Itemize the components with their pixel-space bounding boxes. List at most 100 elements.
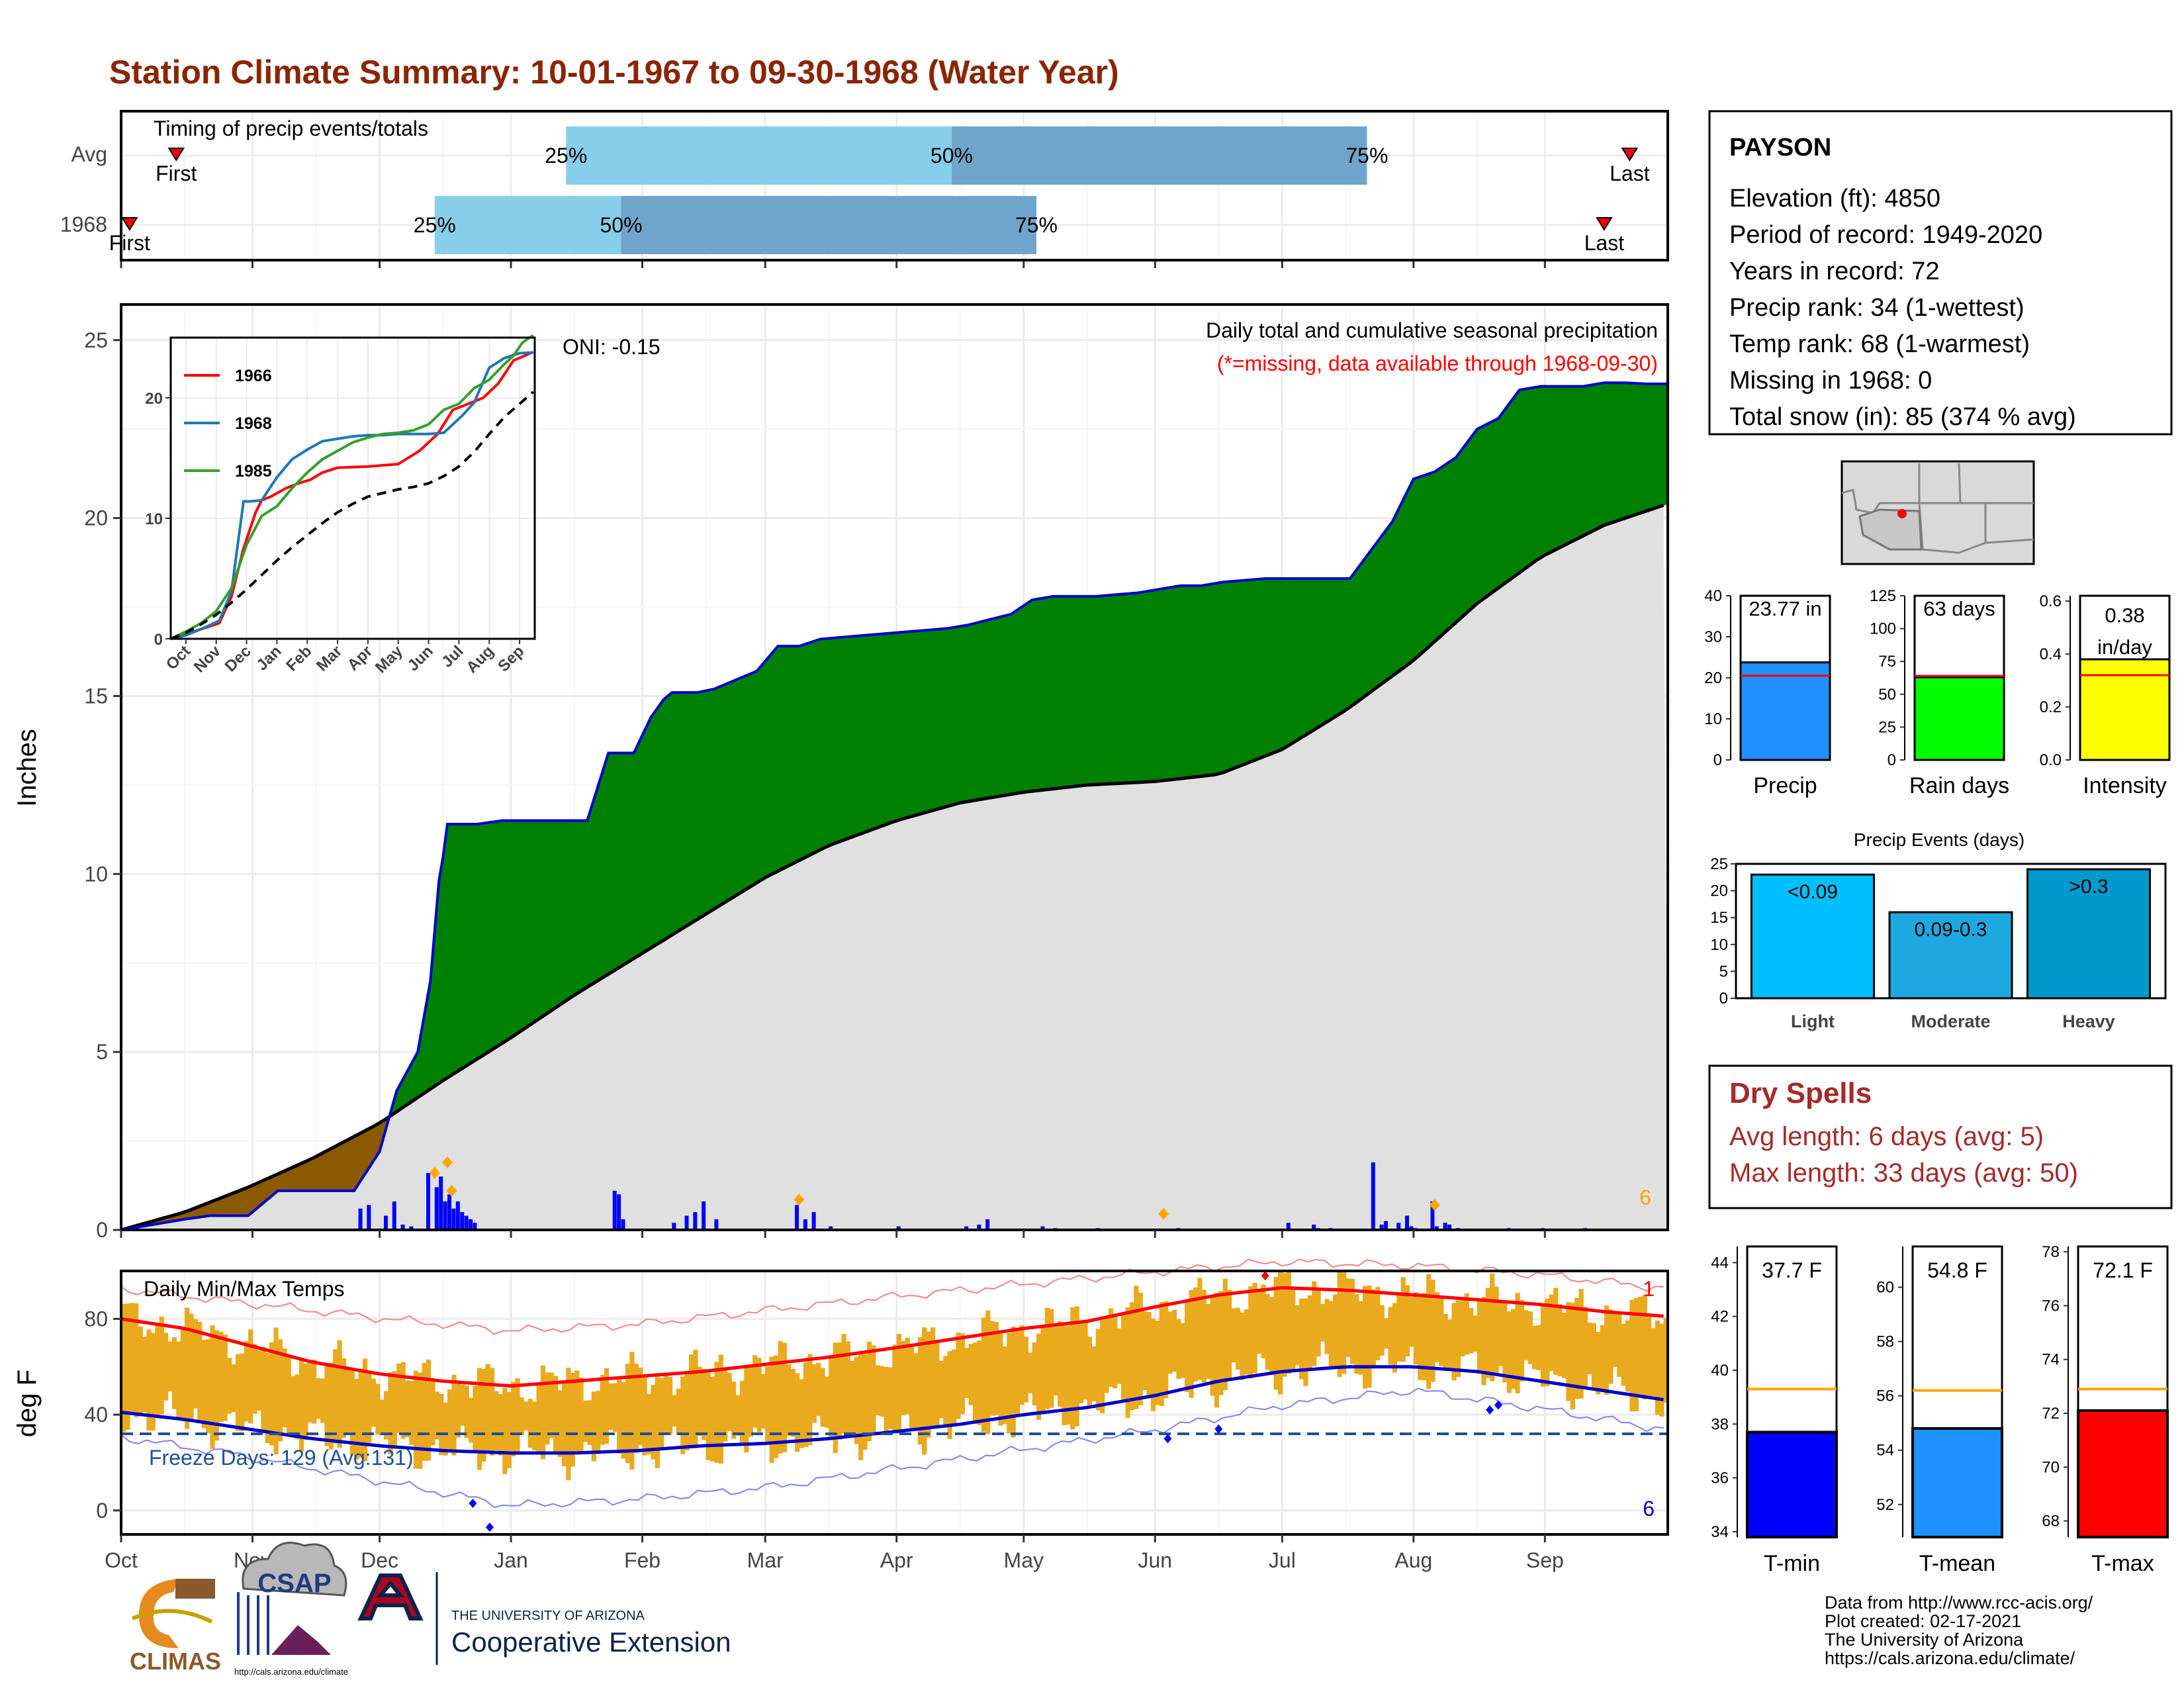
- csap-text: CSAP: [257, 1569, 331, 1598]
- temp-bar-tick-label: 68: [2042, 1513, 2060, 1530]
- month-tick-label: Feb: [624, 1548, 660, 1572]
- timing-bar-lower: [434, 196, 621, 254]
- timing-p75-label: 75%: [1345, 144, 1388, 167]
- events-bar-value-label: 0.09-0.3: [1914, 919, 1987, 941]
- mini-bar-tick-label: 0.4: [2040, 645, 2062, 663]
- dry-spells-avg: Avg length: 6 days (avg: 5): [1729, 1122, 2044, 1151]
- month-tick-label: May: [1004, 1548, 1044, 1572]
- station-info-line: Missing in 1968: 0: [1729, 367, 1932, 395]
- daily-precip-bar: [443, 1201, 447, 1230]
- dry-spells-max: Max length: 33 days (avg: 50): [1729, 1158, 2078, 1188]
- mini-bar-value-label: 63 days: [1923, 597, 1995, 620]
- temp-frame: [120, 1270, 1669, 1536]
- temp-record-marker: [1214, 1424, 1223, 1434]
- timing-bar-lower: [566, 126, 952, 185]
- daily-precip-bar: [803, 1219, 807, 1230]
- daily-precip-bar: [693, 1212, 698, 1230]
- timing-bar-upper: [621, 196, 1036, 254]
- mini-bar-tick-label: 25: [1878, 718, 1896, 736]
- daily-precip-bar: [383, 1215, 388, 1230]
- snow-marker: [1429, 1199, 1440, 1211]
- temp-bar-label: T-max: [2091, 1551, 2154, 1576]
- timing-first-marker: [167, 148, 185, 162]
- page-title: Station Climate Summary: 10-01-1967 to 0…: [109, 54, 1119, 91]
- station-info-box: PAYSON Elevation (ft): 4850 Period of rec…: [1708, 110, 2173, 436]
- mini-bar-tick-label: 20: [1704, 669, 1722, 687]
- inset-legend-label: 1968: [235, 414, 272, 433]
- snow-marker: [446, 1184, 457, 1197]
- temp-bottom-count: 6: [1643, 1497, 1655, 1521]
- events-bar-label: Heavy: [2062, 1011, 2115, 1031]
- events-tick-label: 20: [1710, 882, 1728, 900]
- temp-bar-value-label: 54.8 F: [1927, 1258, 1987, 1282]
- daily-precip-bar: [439, 1176, 443, 1230]
- temp-bar-tick-label: 54: [1876, 1442, 1894, 1460]
- events-tick-label: 0: [1719, 990, 1728, 1008]
- temp-bar-label: T-mean: [1919, 1551, 1995, 1576]
- daily-precip-bar: [460, 1212, 465, 1230]
- events-bar-light: [1751, 873, 1875, 1000]
- temp-ytick-label: 80: [84, 1307, 108, 1331]
- mini-bar-tick-label: 0.6: [2040, 592, 2062, 610]
- daily-precip-bar: [811, 1212, 816, 1230]
- footer-credits: Data from http://www.rcc-acis.org/ Plot …: [1825, 1593, 2093, 1668]
- daily-precip-bar: [1430, 1201, 1435, 1230]
- snow-marker: [429, 1166, 440, 1179]
- mini-bar-value-label: 23.77 in: [1749, 597, 1821, 620]
- footer-line-4: https://cals.arizona.edu/climate/: [1825, 1648, 2075, 1668]
- temp-record-marker: [1261, 1271, 1269, 1281]
- daily-precip-bar: [451, 1208, 456, 1230]
- temp-bar-tick-label: 60: [1876, 1279, 1894, 1297]
- dry-spells-title: Dry Spells: [1729, 1077, 1872, 1109]
- oni-label: ONI: -0.15: [563, 335, 660, 359]
- station-info-line: Elevation (ft): 4850: [1729, 185, 1940, 212]
- footer-line-1: Data from http://www.rcc-acis.org/: [1825, 1593, 2093, 1613]
- precip-ytick-label: 10: [84, 862, 108, 886]
- daily-precip-bar: [829, 1226, 833, 1230]
- inset-ytick-label: 0: [154, 631, 163, 649]
- mini-bar-label: Rain days: [1909, 773, 2009, 798]
- events-bar-label: Moderate: [1911, 1011, 1990, 1031]
- timing-panel: 25% 50% 75% First Last 25% 50% 75% First Last Tim…: [60, 110, 1669, 268]
- inset-series-1985: [170, 334, 534, 640]
- events-tick-label: 5: [1719, 962, 1728, 980]
- precip-frame: [120, 303, 1669, 1231]
- csap-logo: CSAP http://cals.arizona.edu/climate: [234, 1542, 348, 1677]
- daily-precip-bar: [1384, 1221, 1388, 1230]
- timing-p50-label: 50%: [600, 213, 642, 237]
- temp-bar-tick-label: 34: [1711, 1523, 1729, 1541]
- average-cumulative-line: [120, 503, 1664, 1232]
- temp-title: Daily Min/Max Temps: [144, 1277, 344, 1301]
- temp-bar-tick-label: 52: [1876, 1496, 1894, 1514]
- station-info-line: Period of record: 1949-2020: [1729, 221, 2042, 249]
- temp-bar-t-max: [2077, 1409, 2169, 1538]
- daily-precip-bar: [617, 1194, 621, 1230]
- temp-bar-value-label: 72.1 F: [2093, 1258, 2153, 1282]
- precip-ytick-label: 15: [84, 684, 108, 708]
- snow-marker: [442, 1156, 453, 1168]
- month-tick-label: Dec: [361, 1548, 398, 1572]
- temp-bar-tick-label: 70: [2042, 1458, 2060, 1476]
- events-bar-moderate: [1888, 911, 2013, 1000]
- temp-ylabel: deg F: [13, 1370, 42, 1437]
- ua-small-text: THE UNIVERSITY OF ARIZONA: [451, 1609, 645, 1623]
- inset-ytick-label: 20: [145, 390, 163, 408]
- inset-legend-label: 1985: [235, 462, 272, 481]
- temp-bar-tick-label: 42: [1711, 1308, 1729, 1326]
- ua-big-text: Cooperative Extension: [451, 1626, 731, 1658]
- temp-ytick-label: 0: [96, 1499, 108, 1523]
- climas-logo: CLIMAS: [130, 1579, 221, 1675]
- mini-bar-label: Precip: [1753, 773, 1817, 798]
- timing-last-marker-label: Last: [1584, 231, 1625, 255]
- temp-bar-tick-label: 36: [1711, 1470, 1729, 1487]
- timing-frame: [120, 110, 1669, 261]
- daily-precip-bar: [612, 1190, 617, 1230]
- inset-average-line: [170, 391, 535, 640]
- temp-bar-label: T-min: [1764, 1551, 1820, 1576]
- daily-precip-bar: [1409, 1226, 1414, 1230]
- freeze-days-label: Freeze Days: 129 (Avg:131): [149, 1446, 414, 1470]
- climas-text: CLIMAS: [130, 1648, 221, 1675]
- month-tick-label: Jan: [494, 1548, 528, 1572]
- timing-p25-label: 25%: [545, 144, 587, 167]
